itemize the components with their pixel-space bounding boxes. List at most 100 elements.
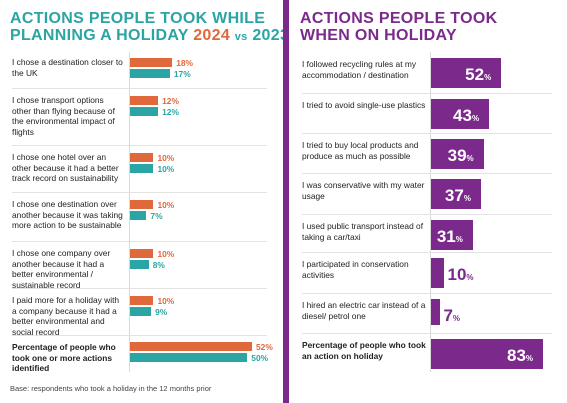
- row-separator: [12, 288, 267, 289]
- row-separator: [12, 241, 267, 242]
- value-label: 10%: [447, 265, 473, 285]
- bar-2023: [130, 260, 149, 269]
- bar-2023: [130, 307, 152, 316]
- value-label: 7%: [443, 306, 460, 326]
- center-purple-stripe: [283, 0, 289, 403]
- bar: [431, 220, 473, 250]
- value-label: 31%: [437, 227, 463, 247]
- value-number: 31: [436, 227, 456, 246]
- value-label-2024: 10%: [157, 152, 175, 163]
- bar-2023: [130, 211, 147, 220]
- bar-2023: [130, 69, 170, 78]
- bar: [431, 139, 484, 169]
- bar-2023: [130, 353, 248, 362]
- value-label-2024: 10%: [157, 199, 175, 210]
- value-label-2024: 12%: [162, 95, 179, 106]
- category-label: I chose one company over another because…: [12, 248, 111, 290]
- year-2024-label: 2024: [193, 27, 231, 44]
- category-label: I hired an electric car instead of a die…: [302, 300, 426, 321]
- year-2023-label: 2023: [252, 27, 290, 44]
- percent-sign: %: [525, 354, 534, 363]
- percent-sign: %: [466, 154, 474, 163]
- row-separator: [302, 133, 552, 134]
- category-label: I chose a destination closer to the UK: [12, 57, 123, 78]
- row-separator: [302, 252, 552, 253]
- category-label: I used public transport instead of takin…: [302, 221, 424, 242]
- value-number: 83: [507, 346, 526, 365]
- category-label: I was conservative with my water usage: [302, 180, 425, 201]
- row-separator: [12, 335, 267, 336]
- bar-2024: [130, 96, 159, 105]
- right-title-line1: ACTIONS PEOPLE TOOK: [300, 10, 498, 27]
- bar: [431, 179, 481, 209]
- category-label: I followed recycling rules at my accommo…: [302, 59, 417, 80]
- bar: [431, 99, 490, 129]
- bar-2023: [130, 107, 159, 116]
- percent-sign: %: [466, 273, 474, 282]
- bar-2024: [130, 249, 154, 258]
- value-label: 37%: [445, 186, 471, 206]
- vs-label: vs: [234, 31, 248, 43]
- value-number: 37: [444, 186, 464, 205]
- row-separator: [302, 173, 552, 174]
- bar-2024: [130, 58, 173, 67]
- category-label: I chose one destination over another bec…: [12, 199, 123, 231]
- row-separator: [12, 145, 267, 146]
- bar-2024: [130, 153, 154, 162]
- value-label-2023: 9%: [155, 306, 168, 317]
- bar: [431, 258, 445, 288]
- value-label-2024: 10%: [157, 295, 175, 306]
- bar: [431, 299, 441, 325]
- row-separator: [12, 88, 267, 89]
- bar: [431, 58, 502, 88]
- value-label-2023: 17%: [173, 68, 191, 79]
- value-number: 7: [443, 306, 453, 325]
- category-label: I tried to buy local products and produc…: [302, 140, 419, 161]
- value-label-2023: 8%: [152, 259, 165, 270]
- bar-2024: [130, 342, 252, 351]
- value-label-2024: 18%: [176, 57, 193, 68]
- right-axis-divider: [430, 52, 431, 372]
- value-label: 83%: [507, 346, 533, 366]
- row-separator: [302, 214, 552, 215]
- category-label: I chose transport options other than fly…: [12, 95, 115, 137]
- value-number: 52: [465, 65, 485, 84]
- percent-sign: %: [455, 235, 463, 244]
- row-separator: [302, 93, 552, 94]
- footnote: Base: respondents who took a holiday in …: [10, 384, 212, 393]
- percent-sign: %: [484, 73, 492, 82]
- bar-2024: [130, 200, 154, 209]
- bar-2024: [130, 296, 154, 305]
- percent-sign: %: [452, 314, 461, 323]
- bar: [431, 339, 543, 369]
- category-label: Percentage of people who took an action …: [302, 340, 426, 361]
- category-label: I paid more for a holiday with a company…: [12, 295, 120, 337]
- row-separator: [12, 192, 267, 193]
- right-title-line2: WHEN ON HOLIDAY: [300, 27, 457, 44]
- value-number: 43: [453, 106, 472, 125]
- value-label: 52%: [465, 65, 491, 85]
- value-label: 43%: [453, 106, 479, 126]
- left-title-line2: PLANNING A HOLIDAY: [10, 27, 189, 44]
- bar-2023: [130, 164, 154, 173]
- left-title-line2-group: PLANNING A HOLIDAY 2024 vs 2023: [10, 27, 289, 46]
- value-label-2023: 7%: [150, 210, 163, 221]
- left-axis-divider: [129, 52, 130, 372]
- value-label-2024: 10%: [157, 248, 175, 259]
- value-label: 39%: [448, 146, 474, 166]
- percent-sign: %: [463, 194, 471, 203]
- row-separator: [302, 333, 552, 334]
- value-number: 39: [447, 146, 467, 165]
- category-label: I tried to avoid single-use plastics: [302, 100, 426, 110]
- row-separator: [302, 293, 552, 294]
- value-label-2023: 50%: [251, 352, 269, 363]
- value-label-2024: 52%: [256, 341, 273, 352]
- category-label: I participated in conservation activitie…: [302, 259, 409, 280]
- left-title-line1: ACTIONS PEOPLE TOOK WHILE: [10, 10, 266, 27]
- category-label: Percentage of people who took one or mor…: [12, 342, 116, 374]
- category-label: I chose one hotel over an other because …: [12, 152, 119, 184]
- percent-sign: %: [471, 114, 480, 123]
- value-number: 10: [447, 265, 467, 284]
- value-label-2023: 12%: [162, 106, 179, 117]
- value-label-2023: 10%: [157, 163, 175, 174]
